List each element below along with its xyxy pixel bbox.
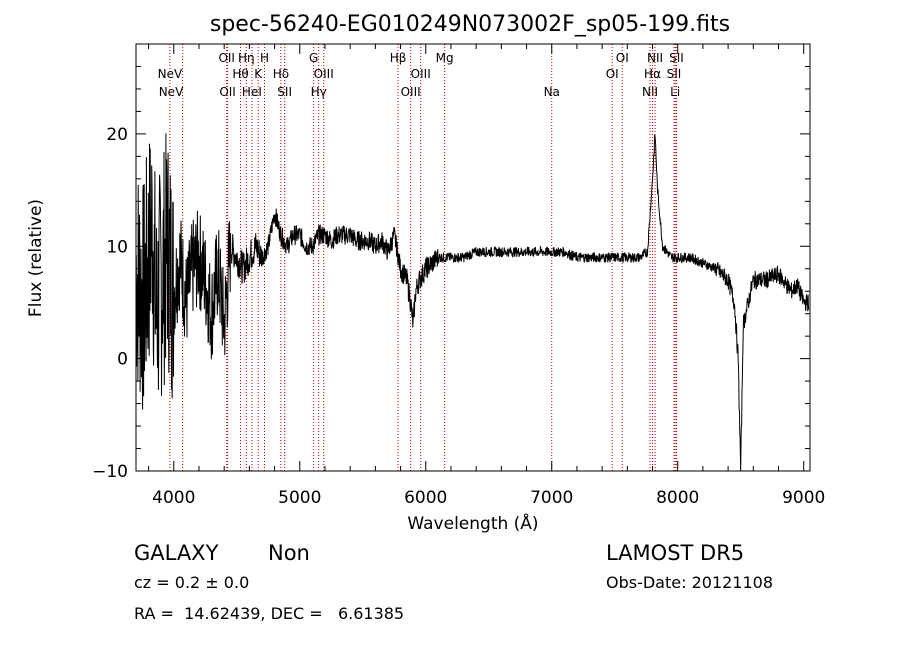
y-tick-label: −10 <box>92 462 128 482</box>
line-label: NII <box>642 85 658 99</box>
line-label: NeV <box>159 85 184 99</box>
line-label: SII <box>667 67 682 81</box>
x-axis-ticks: 4000 5000 6000 7000 8000 9000 <box>148 44 825 508</box>
plot-frame <box>135 43 811 472</box>
survey-name: LAMOST DR5 <box>606 541 745 565</box>
line-label: OIII <box>314 67 334 81</box>
line-label: SII <box>277 85 292 99</box>
flux-series <box>135 133 810 472</box>
x-tick-label: 5000 <box>278 488 321 508</box>
line-label: OII <box>219 85 236 99</box>
line-label: OIII <box>401 85 421 99</box>
line-label: Hβ <box>390 51 407 65</box>
line-label: OI <box>606 67 619 81</box>
y-axis-label: Flux (relative) <box>26 199 46 317</box>
line-label: Na <box>544 85 560 99</box>
y-tick-label: 10 <box>106 237 128 257</box>
flux-line <box>135 133 810 472</box>
line-label: G <box>309 51 318 65</box>
line-label: NeV <box>158 67 183 81</box>
x-tick-label: 7000 <box>530 488 573 508</box>
x-tick-label: 4000 <box>152 488 195 508</box>
y-axis-ticks: −10 0 10 20 <box>92 65 810 482</box>
line-label: NII <box>647 51 663 65</box>
x-tick-label: 9000 <box>782 488 825 508</box>
cz-value: cz = 0.2 ± 0.0 <box>134 573 250 592</box>
line-label: Hγ <box>311 85 327 99</box>
ra-dec: RA = 14.62439, DEC = 6.61385 <box>134 604 405 623</box>
x-tick-label: 8000 <box>656 488 699 508</box>
line-label: H <box>260 51 269 65</box>
line-label: SII <box>669 51 684 65</box>
line-label: OI <box>616 51 629 65</box>
y-tick-label: 0 <box>117 350 128 370</box>
line-label: OII <box>218 51 235 65</box>
line-label: HeI <box>242 85 262 99</box>
line-label: Mg <box>436 51 454 65</box>
spectral-subclass: Non <box>268 541 310 565</box>
line-label: OIII <box>411 67 431 81</box>
line-label: K <box>254 67 263 81</box>
line-label: Hθ <box>232 67 248 81</box>
line-label: Hδ <box>273 67 289 81</box>
line-label: Hη <box>238 51 255 65</box>
chart-title: spec-56240-EG010249N073002F_sp05-199.fit… <box>210 12 730 37</box>
line-label: Hα <box>644 67 661 81</box>
x-tick-label: 6000 <box>404 488 447 508</box>
x-axis-label: Wavelength (Å) <box>407 512 538 534</box>
y-tick-label: 20 <box>106 125 128 145</box>
line-label: Li <box>670 85 680 99</box>
spectral-class: GALAXY <box>134 541 219 565</box>
obs-date: Obs-Date: 20121108 <box>606 573 774 592</box>
